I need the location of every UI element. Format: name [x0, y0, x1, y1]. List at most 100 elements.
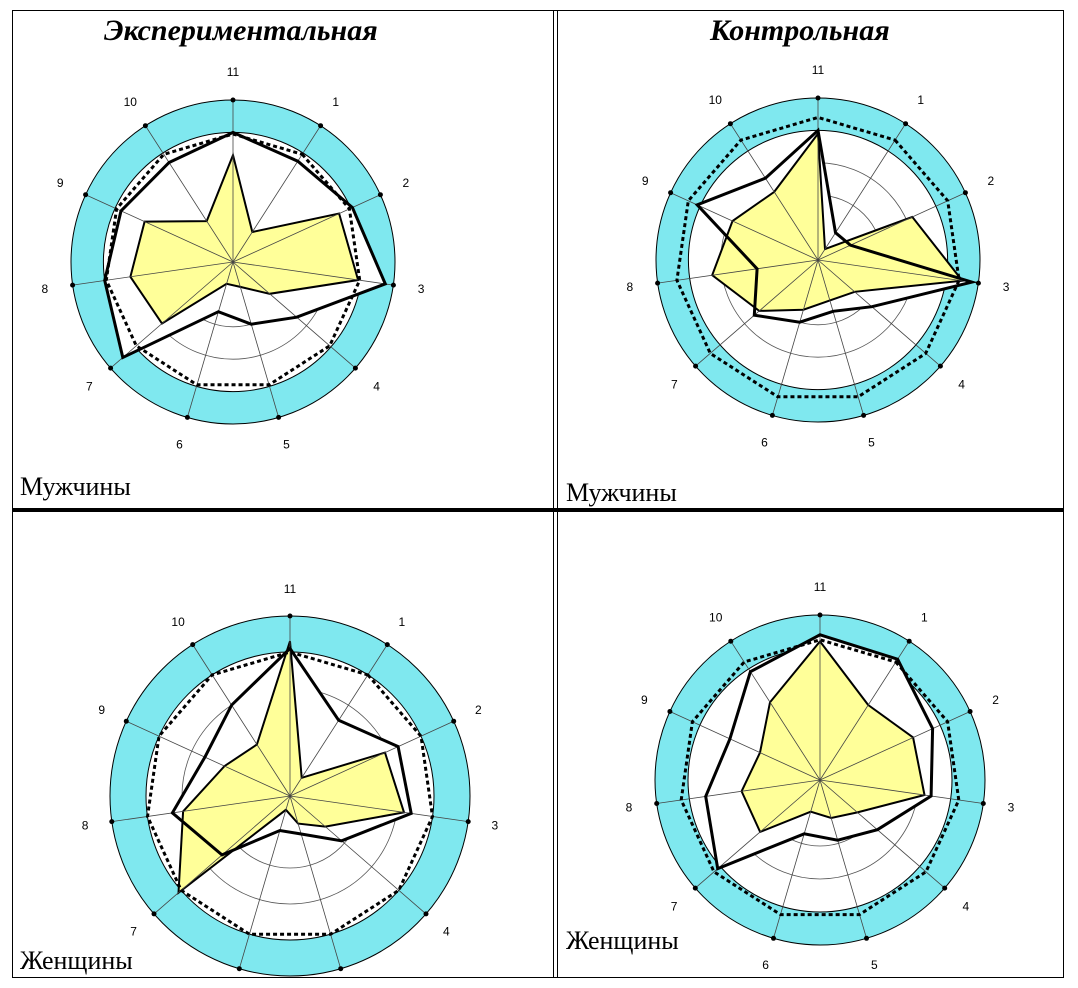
- axis-end-dot-1: [903, 121, 909, 127]
- group-title-experimental: Экспериментальная: [104, 14, 378, 47]
- spoke-9: [669, 711, 821, 781]
- spoke-5: [817, 259, 864, 416]
- spoke-10: [145, 125, 234, 263]
- filled-profile: [129, 151, 360, 325]
- spoke-5: [232, 261, 279, 418]
- axis-label-8: 8: [626, 801, 633, 815]
- dashed-reference-line: [145, 650, 435, 936]
- axis-end-dot-7: [151, 911, 157, 917]
- axis-end-dot-4: [423, 911, 429, 917]
- radar-chart-experimental-men: 1 2 3 4 5 6 7 8 9 10 11: [42, 65, 425, 451]
- axis-end-dot-8: [70, 282, 76, 288]
- spoke-2: [289, 720, 454, 797]
- axis-end-dot-4: [942, 885, 948, 891]
- axis-label-10: 10: [171, 615, 185, 629]
- axis-label-11: 11: [227, 65, 240, 79]
- axis-end-dot-6: [184, 414, 190, 420]
- spoke-5: [819, 779, 867, 939]
- axis-label-10: 10: [709, 93, 723, 107]
- axis-label-7: 7: [86, 379, 93, 393]
- axis-label-2: 2: [402, 176, 409, 190]
- filled-profile: [740, 639, 926, 834]
- axis-label-3: 3: [1008, 801, 1015, 815]
- axis-label-6: 6: [761, 435, 768, 449]
- axis-label-5: 5: [868, 435, 875, 449]
- spoke-1: [817, 123, 906, 261]
- axis-label-4: 4: [443, 925, 450, 939]
- sex-label-men: Мужчины: [566, 478, 677, 507]
- spoke-10: [730, 123, 819, 261]
- spoke-9: [670, 192, 819, 261]
- axis-end-dot-7: [693, 363, 699, 369]
- figure-grid: 1 2 3 4 5 6 7 8 9 10 11 Экспериментальная Мужчины …: [12, 10, 1064, 978]
- axis-label-11: 11: [814, 580, 827, 594]
- panel-control-women: 1 2 3 4 5 6 7 8 9 10 11 Женщины: [558, 512, 1064, 978]
- spoke-8: [657, 259, 819, 284]
- axis-label-11: 11: [284, 582, 297, 596]
- axis-label-1: 1: [917, 93, 924, 107]
- spoke-6: [773, 779, 821, 939]
- axis-end-dot-11: [817, 612, 823, 618]
- spoke-9: [126, 720, 291, 797]
- axis-end-dot-10: [190, 642, 196, 648]
- panel-experimental-men: 1 2 3 4 5 6 7 8 9 10 11 Экспериментальная Мужчины: [12, 10, 553, 508]
- sex-label-men: Мужчины: [20, 472, 131, 501]
- spoke-8: [72, 261, 234, 286]
- axis-label-10: 10: [124, 95, 138, 109]
- axis-label-5: 5: [871, 958, 878, 972]
- spoke-6: [772, 259, 819, 416]
- axis-end-dot-5: [338, 966, 344, 972]
- spoke-3: [817, 259, 979, 284]
- spoke-8: [111, 795, 291, 822]
- spoke-9: [85, 194, 234, 263]
- axis-label-9: 9: [641, 693, 648, 707]
- axis-end-dot-6: [771, 935, 776, 941]
- panel-control-men: 1 2 3 4 5 6 7 8 9 10 11 Контрольная Мужчины: [558, 10, 1064, 508]
- axis-end-dot-2: [962, 190, 968, 196]
- axis-end-dot-3: [390, 282, 396, 288]
- spoke-1: [232, 125, 321, 263]
- axis-label-9: 9: [57, 176, 64, 190]
- divider-horizontal: [12, 508, 1064, 512]
- spoke-4: [819, 779, 945, 889]
- dashed-reference-line: [679, 638, 961, 917]
- axis-end-dot-11: [287, 613, 293, 619]
- axis-label-2: 2: [987, 174, 994, 188]
- axis-label-2: 2: [475, 703, 482, 717]
- axis-end-dot-9: [123, 718, 129, 724]
- axis-label-3: 3: [418, 282, 425, 296]
- axis-end-dot-3: [980, 801, 986, 806]
- axis-label-4: 4: [958, 377, 965, 391]
- axis-label-2: 2: [992, 693, 999, 707]
- axis-end-dot-10: [728, 638, 734, 644]
- axis-label-8: 8: [627, 280, 634, 294]
- outer-profile-line: [694, 127, 978, 324]
- axis-label-7: 7: [671, 377, 678, 391]
- spoke-4: [817, 259, 941, 367]
- outer-profile-line: [103, 130, 388, 360]
- axis-end-dot-7: [108, 365, 114, 371]
- axis-label-4: 4: [963, 899, 970, 913]
- axis-end-dot-2: [451, 718, 457, 724]
- axis-end-dot-9: [83, 192, 89, 198]
- axis-label-1: 1: [332, 95, 339, 109]
- spoke-2: [232, 194, 381, 263]
- axis-end-dot-8: [654, 801, 660, 806]
- outer-profile-line: [704, 633, 935, 871]
- axis-end-dot-7: [692, 885, 698, 891]
- axis-end-dot-5: [861, 412, 867, 418]
- group-title-control: Контрольная: [710, 14, 890, 47]
- axis-label-1: 1: [921, 611, 928, 625]
- spoke-10: [192, 644, 291, 797]
- spoke-6: [238, 795, 291, 969]
- divider-vertical-left: [553, 10, 554, 978]
- axis-end-dot-1: [318, 123, 324, 129]
- spoke-4: [289, 795, 427, 915]
- axis-end-dot-2: [967, 709, 973, 714]
- outer-frame: [12, 10, 1064, 978]
- axis-end-dot-5: [276, 414, 282, 420]
- axis-end-dot-6: [236, 966, 242, 972]
- dashed-reference-line: [104, 132, 362, 387]
- axis-label-9: 9: [98, 703, 105, 717]
